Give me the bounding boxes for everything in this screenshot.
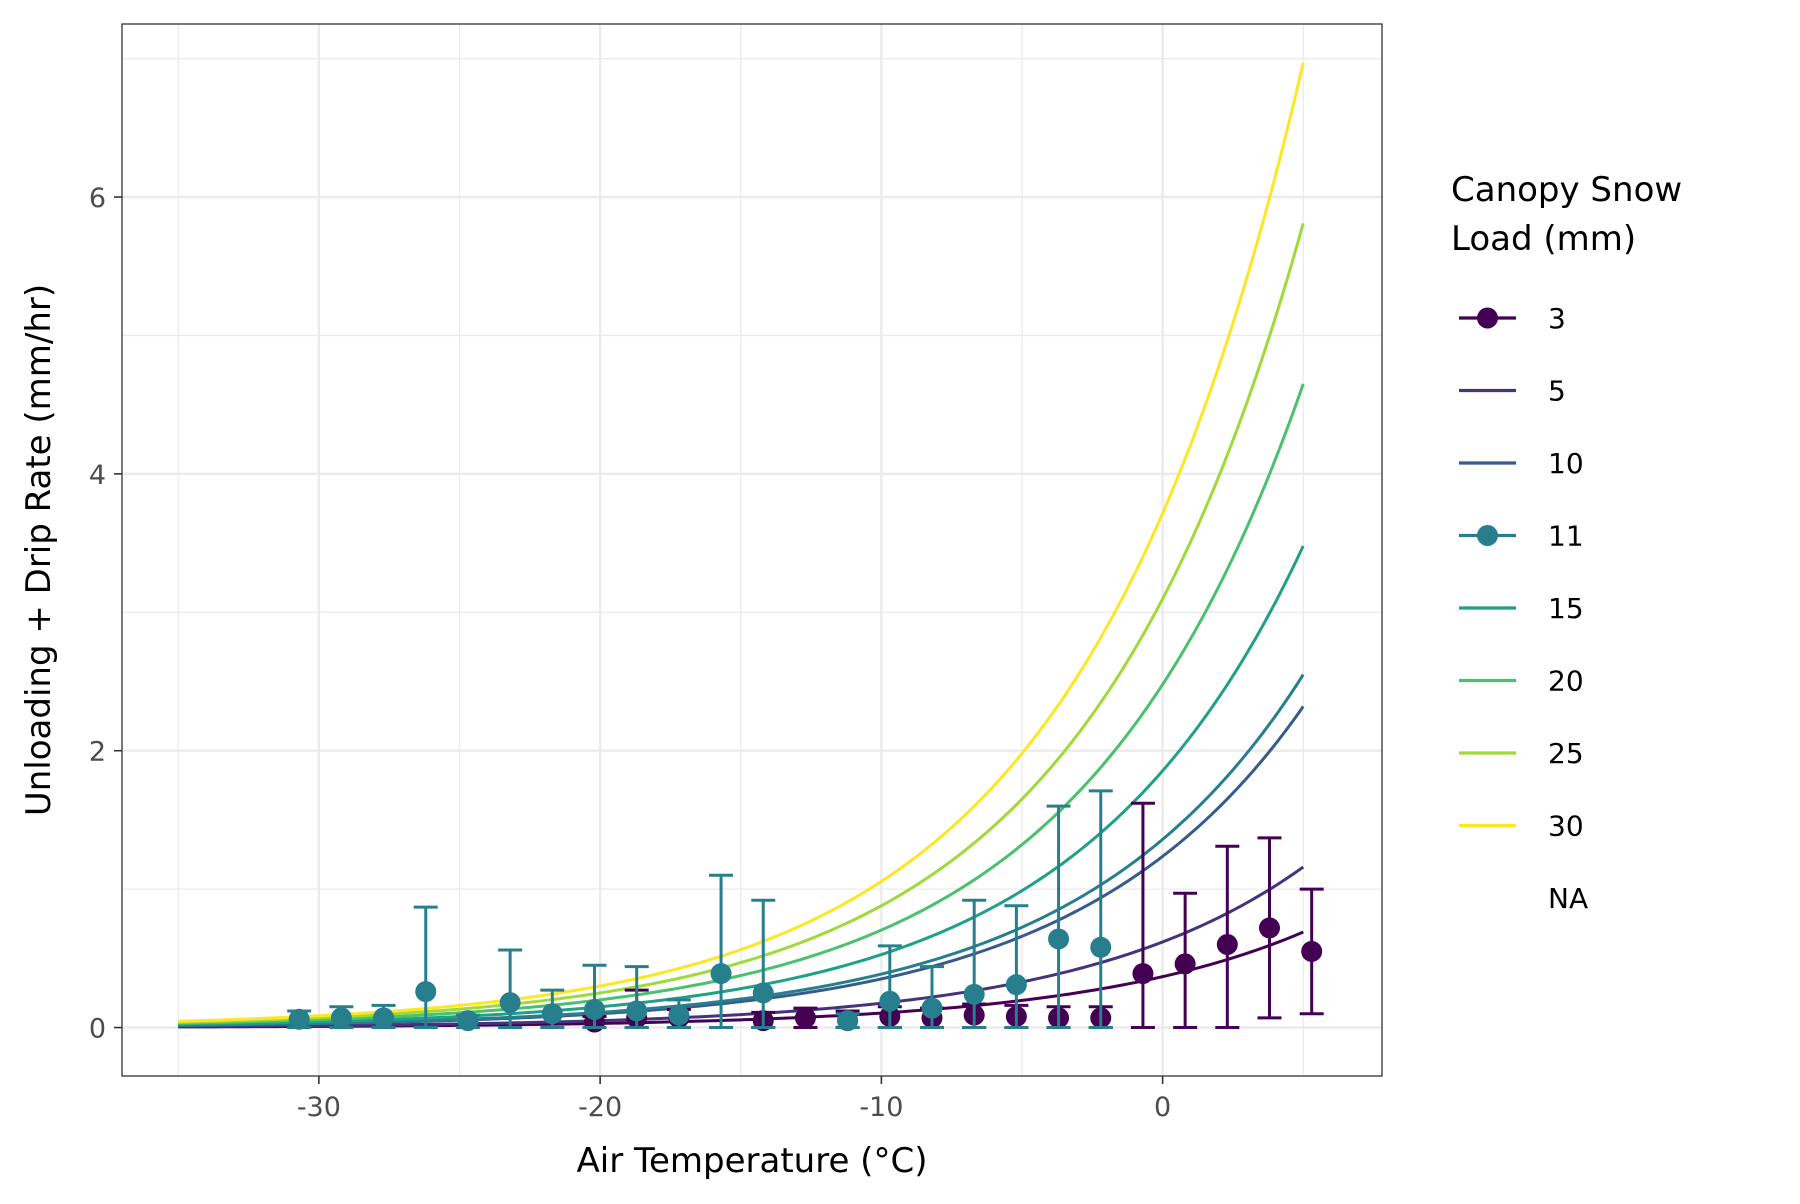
- legend-label-30: 30: [1548, 810, 1584, 843]
- legend-key-point-3: [1477, 307, 1498, 329]
- curve-11: [178, 673, 1305, 1027]
- x-axis-label: Air Temperature (°C): [577, 1141, 928, 1181]
- legend-label-11: 11: [1548, 520, 1584, 553]
- data-point-3: [1174, 953, 1196, 975]
- data-point-11: [373, 1007, 395, 1029]
- data-point-3: [794, 1007, 816, 1029]
- data-point-3: [1301, 940, 1323, 962]
- y-tick-label: 2: [89, 737, 106, 768]
- data-point-11: [541, 1003, 563, 1025]
- data-point-11: [921, 997, 943, 1019]
- legend-label-20: 20: [1548, 665, 1584, 698]
- data-point-11: [584, 999, 605, 1021]
- legend-title-line-2: Load (mm): [1451, 219, 1636, 259]
- y-axis-label: Unloading + Drip Rate (mm/hr): [19, 284, 59, 816]
- curve-20: [178, 383, 1305, 1025]
- data-point-11: [710, 963, 732, 985]
- legend-label-10: 10: [1548, 447, 1584, 480]
- legend-title-line-1: Canopy Snow: [1451, 170, 1682, 210]
- data-point-11: [879, 990, 901, 1012]
- data-point-11: [963, 983, 985, 1005]
- data-point-11: [752, 982, 774, 1004]
- data-point-11: [1048, 928, 1070, 950]
- plot-panel-border: [121, 23, 1383, 1077]
- legend: Canopy Snow Load (mm) 3 5 10 11 15 20 25 30 NA: [1451, 170, 1682, 915]
- x-tick-label: -10: [859, 1092, 903, 1123]
- curve-5: [178, 865, 1305, 1029]
- legend-label-15: 15: [1548, 592, 1584, 625]
- data-point-11: [288, 1008, 310, 1030]
- legend-label-5: 5: [1548, 375, 1566, 408]
- curve-15: [178, 545, 1305, 1026]
- y-tick-label: 6: [89, 183, 106, 214]
- x-tick-label: -20: [578, 1092, 622, 1123]
- fitted-curves: [178, 62, 1305, 1029]
- data-point-11: [1090, 936, 1112, 958]
- curve-25: [178, 222, 1305, 1024]
- data-point-11: [837, 1010, 859, 1032]
- legend-label-NA: NA: [1548, 882, 1588, 915]
- data-point-11: [499, 992, 521, 1014]
- y-tick-label: 4: [89, 460, 106, 491]
- axes: -30 -20 -10 0 0 2 4 6: [89, 183, 1171, 1123]
- data-point-11: [626, 1000, 648, 1022]
- x-tick-label: -30: [297, 1092, 341, 1123]
- y-tick-label: 0: [89, 1014, 106, 1045]
- data-point-11: [1005, 974, 1027, 996]
- legend-key-point-11: [1477, 525, 1498, 546]
- observed-points: [287, 789, 1324, 1033]
- data-point-11: [668, 1004, 690, 1026]
- data-point-3: [1216, 934, 1238, 955]
- x-tick-label: 0: [1154, 1092, 1171, 1123]
- data-point-11: [457, 1010, 479, 1032]
- data-point-3: [1259, 917, 1280, 939]
- data-point-11: [330, 1007, 352, 1029]
- data-point-11: [415, 981, 437, 1003]
- curve-30: [178, 62, 1305, 1023]
- legend-label-25: 25: [1548, 737, 1584, 770]
- legend-label-3: 3: [1548, 302, 1566, 335]
- data-point-3: [1132, 963, 1154, 985]
